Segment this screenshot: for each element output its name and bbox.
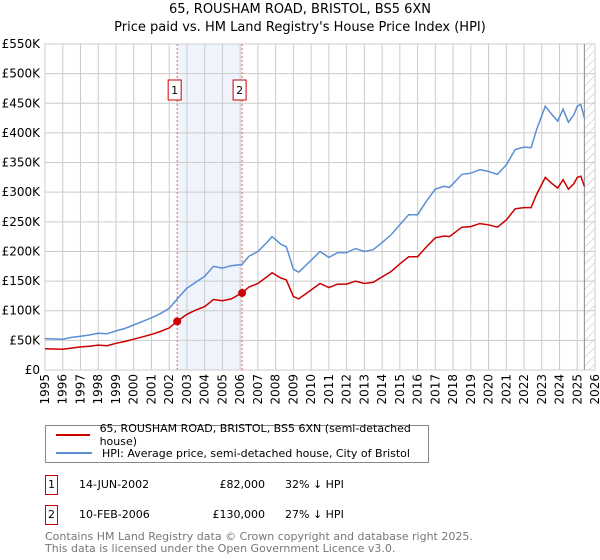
sale-period-shade [177,44,243,370]
sale-row-1: 1 14-JUN-2002 £82,000 32% ↓ HPI [45,475,445,495]
legend-swatch-red [56,434,90,436]
chart: £0 £50K £100K £150K £200K £250K £300K £350K £400… [2,37,600,405]
footer-line-1: Contains HM Land Registry data © Crown c… [45,530,473,543]
x-tick-label: 1997 [73,374,87,405]
sale-1-label-box [167,79,182,101]
y-tick-label: £0 [25,363,40,377]
chart-subtitle: Price paid vs. HM Land Registry's House … [114,20,486,35]
x-tick-label: 2011 [322,374,336,405]
sale-date: 14-JUN-2002 [79,478,150,491]
sale-2-label-box [232,79,247,101]
hatched-region [584,44,595,370]
x-tick-label: 2005 [215,374,229,405]
sale-price: £82,000 [219,478,266,491]
x-tick-label: 2013 [357,374,371,405]
legend-label: HPI: Average price, semi-detached house,… [102,446,410,460]
x-tick-label: 2016 [411,374,425,405]
legend-item-hpi: HPI: Average price, semi-detached house,… [56,444,410,462]
x-tick-label: 1995 [38,374,52,405]
legend-label: 65, ROUSHAM ROAD, BRISTOL, BS5 6XN (semi… [99,422,411,448]
sale-1-point [173,317,182,326]
x-tick-label: 2023 [535,374,549,405]
sale-delta: 32% ↓ HPI [285,478,344,491]
x-tick-label: 2019 [464,374,478,405]
y-tick-label: £450K [2,96,42,110]
sale-marker-label: 2 [45,505,58,525]
sale-marker-label: 1 [45,475,58,495]
y-tick-label: £200K [2,244,42,258]
x-tick-label: 1999 [109,374,123,405]
y-tick-label: £300K [2,185,42,199]
x-tick-label: 2004 [198,374,212,405]
x-tick-label: 2020 [482,374,496,405]
sale-price: £130,000 [212,508,266,521]
property-price-line [44,175,586,351]
y-tick-label: £350K [2,156,42,170]
x-tick-label: 2024 [553,374,567,405]
x-tick-label: 2006 [233,374,247,405]
x-tick-label: 2010 [304,374,318,405]
x-tick-label: 2001 [144,374,158,405]
legend-item-property: 65, ROUSHAM ROAD, BRISTOL, BS5 6XN (semi… [56,422,428,448]
sale-2-point [238,288,247,297]
x-tick-label: 2000 [127,374,141,405]
x-tick-label: 2021 [499,374,513,405]
x-tick-label: 1996 [56,374,70,405]
x-tick-label: 2007 [251,374,265,405]
sale-1-label: 1 [171,84,178,97]
x-tick-label: 2002 [162,374,176,405]
sale-2-label: 2 [236,84,243,97]
sale-row-2: 2 10-FEB-2006 £130,000 27% ↓ HPI [45,505,445,525]
x-tick-label: 2026 [588,374,600,405]
x-tick-label: 2025 [570,374,584,405]
x-tick-label: 2018 [446,374,460,405]
y-tick-label: £400K [2,126,42,140]
y-tick-label: £150K [2,274,42,288]
hpi-line [44,103,586,340]
y-tick-label: £100K [2,304,42,318]
legend: 65, ROUSHAM ROAD, BRISTOL, BS5 6XN (semi… [45,422,429,463]
x-tick-label: 2008 [269,374,283,405]
plot-border [44,43,596,371]
x-tick-label: 2017 [428,374,442,405]
y-tick-label: £500K [2,67,42,81]
y-tick-label: £550K [2,37,42,51]
y-tick-label: £250K [2,215,42,229]
footer-line-2: This data is licensed under the Open Gov… [45,542,396,555]
x-tick-label: 2003 [180,374,194,405]
x-tick-label: 1998 [91,374,105,405]
x-tick-label: 2009 [286,374,300,405]
legend-swatch-blue [56,452,92,454]
sale-delta: 27% ↓ HPI [285,508,344,521]
x-tick-label: 2012 [340,374,354,405]
footer: Contains HM Land Registry data © Crown c… [45,531,473,555]
x-tick-label: 2014 [375,374,389,405]
sale-date: 10-FEB-2006 [79,508,150,521]
y-tick-label: £50K [9,333,41,347]
x-tick-label: 2022 [517,374,531,405]
chart-title: 65, ROUSHAM ROAD, BRISTOL, BS5 6XN [168,2,432,17]
x-tick-label: 2015 [393,374,407,405]
